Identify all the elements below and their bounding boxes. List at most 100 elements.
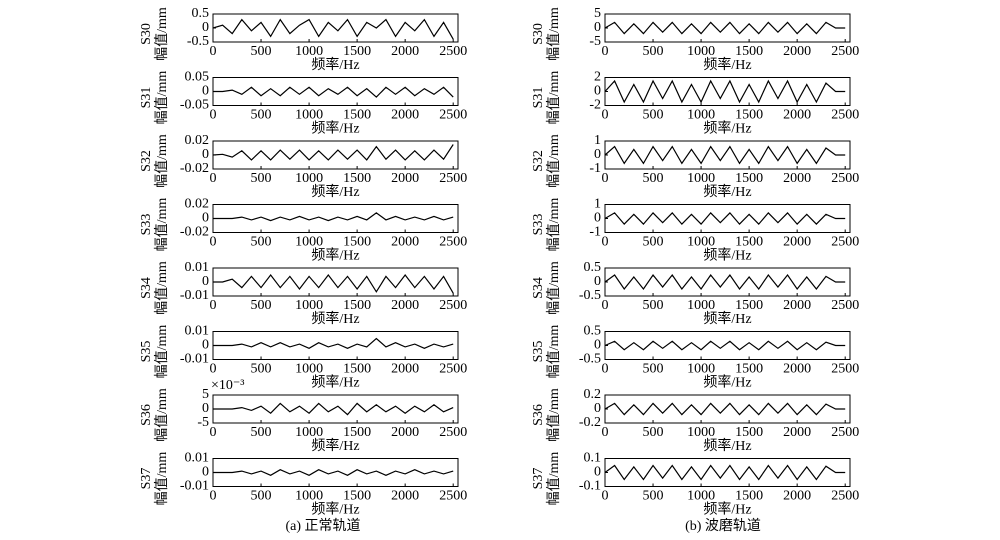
signal-line <box>604 464 846 481</box>
x-tick-label: 2000 <box>391 298 419 313</box>
x-tick-label: 1000 <box>295 298 323 313</box>
y-tick-label: 2 <box>594 70 601 85</box>
caption: (a) 正常轨道 <box>285 518 360 534</box>
x-tick-label: 500 <box>643 171 664 186</box>
x-tick-label: 2500 <box>831 108 859 123</box>
y-tick-label: 0.01 <box>185 260 210 275</box>
y-tick-label: 0 <box>202 401 209 416</box>
sensor-label: S30 <box>531 23 546 45</box>
y-axis-label: 幅值/mm <box>154 388 170 442</box>
y-tick-label: -1 <box>589 161 601 176</box>
x-tick-label: 1000 <box>687 425 715 440</box>
y-axis-label: 幅值/mm <box>546 388 562 442</box>
y-tick-label: 0 <box>202 465 209 480</box>
y-tick-label: 0 <box>202 274 209 289</box>
x-tick-label: 0 <box>210 425 217 440</box>
x-tick-label: 1000 <box>687 171 715 186</box>
x-tick-label: 2500 <box>439 425 467 440</box>
y-tick-label: 0 <box>202 338 209 353</box>
sensor-label: S34 <box>531 277 546 299</box>
x-tick-label: 2000 <box>391 108 419 123</box>
sensor-label: S34 <box>139 277 154 299</box>
y-tick-label: 0.01 <box>185 451 210 466</box>
sensor-label: S36 <box>531 404 546 426</box>
signal-line <box>212 144 454 161</box>
sensor-label: S37 <box>139 468 154 490</box>
y-multiplier: ×10⁻³ <box>211 378 244 393</box>
sensor-label: S36 <box>139 404 154 426</box>
x-tick-label: 500 <box>643 44 664 59</box>
x-tick-label: 1500 <box>735 108 763 123</box>
x-tick-label: 2500 <box>831 489 859 504</box>
x-tick-label: 1500 <box>343 235 371 250</box>
x-tick-label: 2000 <box>391 425 419 440</box>
x-tick-label: 2000 <box>783 489 811 504</box>
axes-frame <box>604 204 851 233</box>
axes-frame <box>212 140 459 170</box>
x-tick-label: 0 <box>602 425 609 440</box>
x-tick-label: 2500 <box>831 235 859 250</box>
signal-line <box>604 340 846 351</box>
x-tick-label: 0 <box>210 489 217 504</box>
x-tick-label: 1500 <box>343 108 371 123</box>
y-tick-label: 0 <box>594 274 601 289</box>
signal-line <box>213 402 454 416</box>
sensor-label: S33 <box>139 214 154 236</box>
signal-line <box>213 86 454 98</box>
y-tick-label: -0.01 <box>180 479 209 494</box>
y-tick-label: 0.1 <box>584 451 602 466</box>
axes-frame <box>212 331 459 360</box>
y-tick-label: 0 <box>202 147 209 162</box>
y-axis-label: 幅值/mm <box>154 325 170 379</box>
x-tick-label: 2500 <box>439 171 467 186</box>
x-tick-label: 0 <box>210 108 217 123</box>
x-tick-label: 500 <box>643 298 664 313</box>
x-tick-label: 500 <box>251 108 272 123</box>
x-tick-label: 0 <box>210 235 217 250</box>
x-axis-label: 频率/Hz <box>703 310 751 327</box>
x-tick-label: 2500 <box>439 108 467 123</box>
sensor-label: S35 <box>531 341 546 363</box>
x-axis-label: 频率/Hz <box>703 437 751 454</box>
y-axis-label: 幅值/mm <box>546 7 562 61</box>
x-tick-label: 500 <box>251 235 272 250</box>
axes-frame <box>604 331 851 360</box>
x-tick-label: 0 <box>602 171 609 186</box>
y-axis-label: 幅值/mm <box>546 325 562 379</box>
y-tick-label: 0 <box>202 84 209 99</box>
signal-line <box>604 21 846 35</box>
y-tick-label: 0 <box>594 211 601 226</box>
signal-line <box>213 212 454 222</box>
x-tick-label: 2000 <box>391 489 419 504</box>
x-tick-label: 0 <box>210 44 217 59</box>
x-tick-label: 1500 <box>343 171 371 186</box>
x-tick-label: 1000 <box>687 362 715 377</box>
x-tick-label: 1500 <box>735 489 763 504</box>
y-tick-label: -2 <box>589 98 601 113</box>
y-axis-label: 幅值/mm <box>546 71 562 125</box>
y-tick-label: -0.1 <box>579 479 601 494</box>
y-tick-label: 0.5 <box>192 6 210 21</box>
x-tick-label: 1500 <box>735 235 763 250</box>
x-axis-label: 频率/Hz <box>311 310 359 327</box>
x-axis-label: 频率/Hz <box>703 501 751 518</box>
x-tick-label: 0 <box>210 171 217 186</box>
axes-frame <box>604 77 851 106</box>
y-tick-label: 0 <box>594 465 601 480</box>
x-axis-label: 频率/Hz <box>311 374 359 391</box>
x-tick-label: 1000 <box>295 425 323 440</box>
sensor-label: S37 <box>531 468 546 490</box>
x-tick-label: 500 <box>643 235 664 250</box>
y-tick-label: -0.5 <box>579 288 601 303</box>
x-tick-label: 2500 <box>439 44 467 59</box>
x-tick-label: 1500 <box>343 298 371 313</box>
x-tick-label: 2500 <box>831 425 859 440</box>
y-tick-label: 0 <box>594 147 601 162</box>
x-tick-label: 2500 <box>831 362 859 377</box>
y-tick-label: -1 <box>589 225 601 240</box>
signal-line <box>213 274 454 294</box>
sensor-label: S33 <box>531 214 546 236</box>
x-tick-label: 500 <box>251 425 272 440</box>
signal-line <box>604 212 846 225</box>
x-tick-label: 0 <box>210 362 217 377</box>
